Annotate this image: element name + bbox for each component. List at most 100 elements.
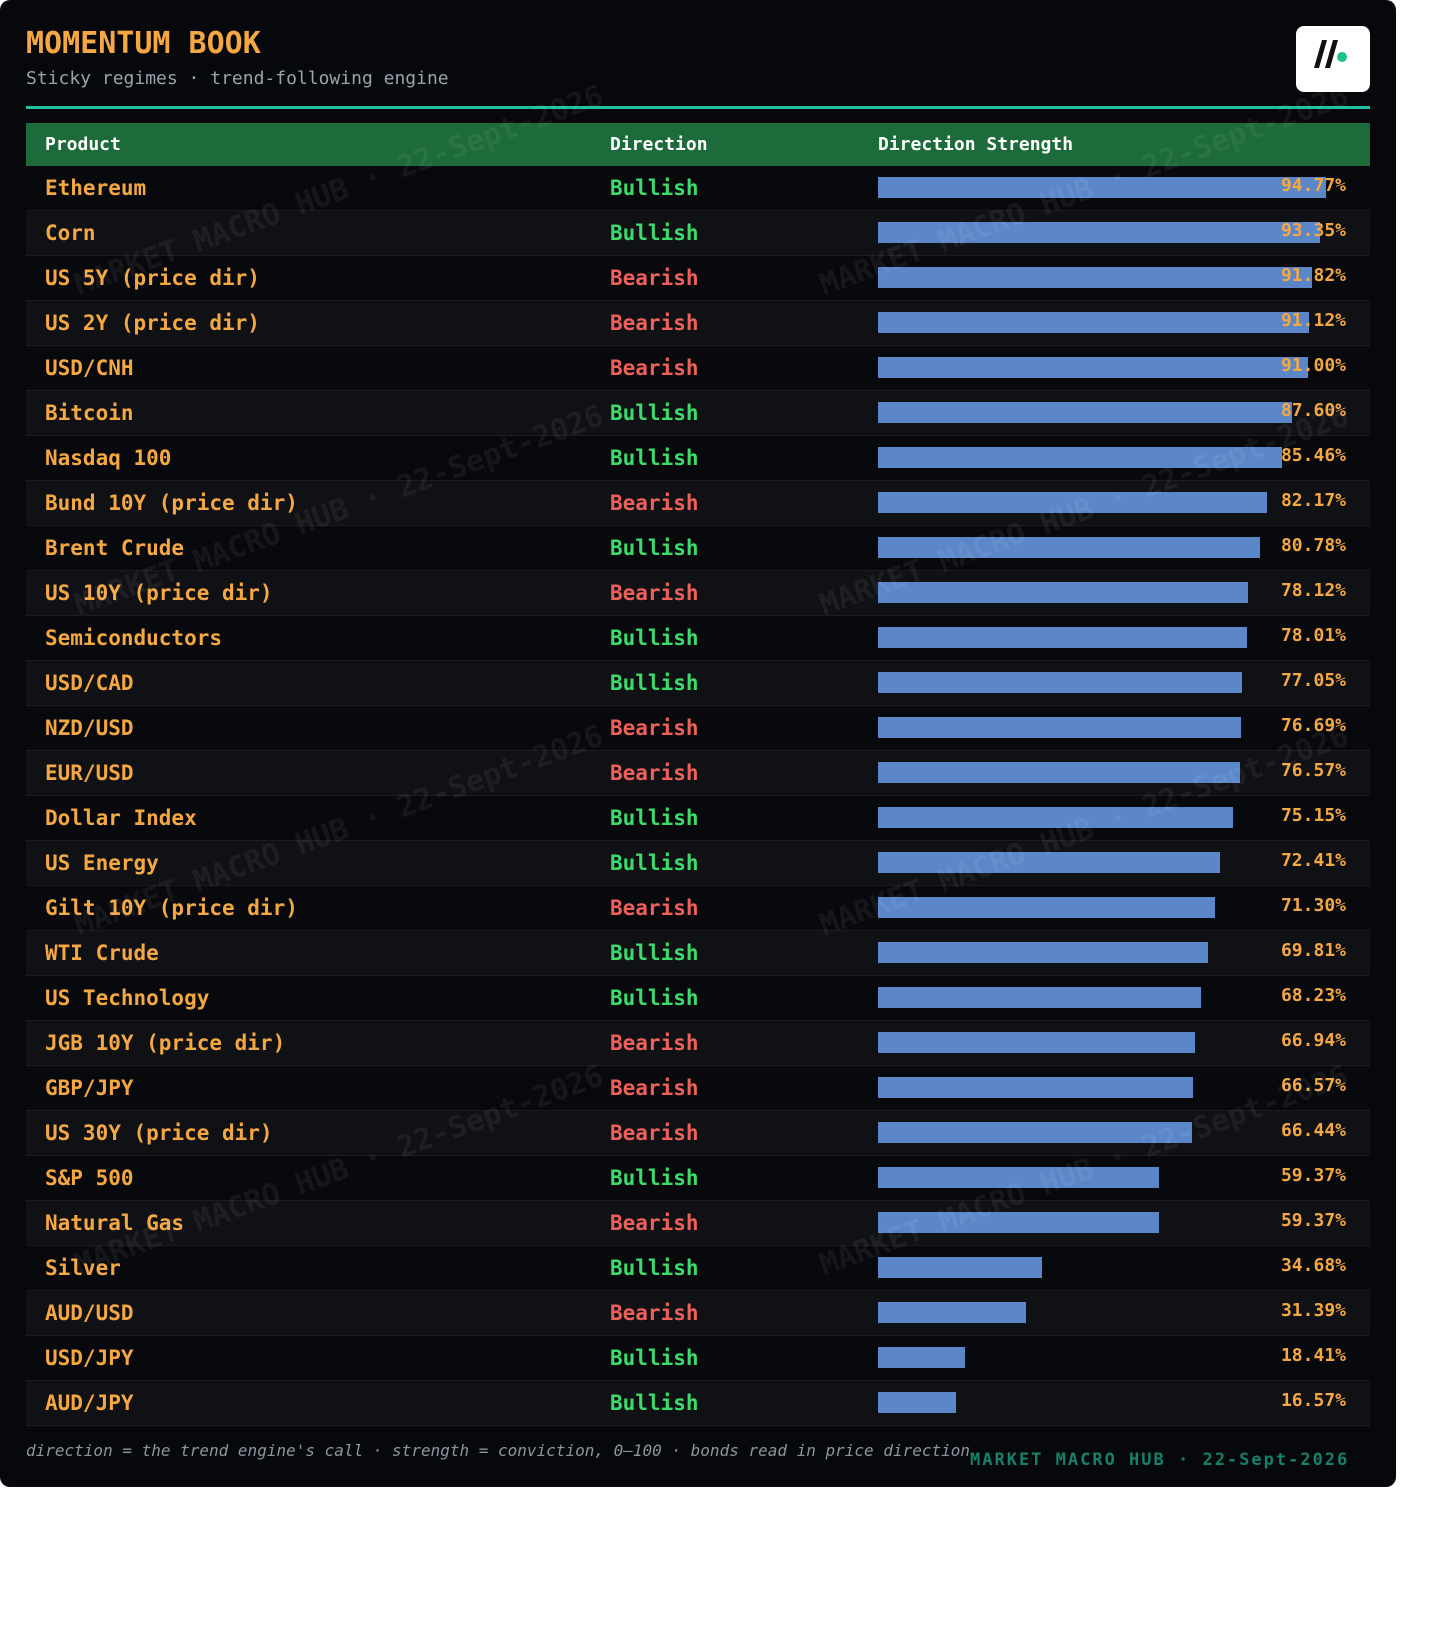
product: Bitcoin bbox=[45, 401, 134, 425]
table-row: USD/JPY Bullish 18.41% bbox=[26, 1336, 1370, 1381]
divider bbox=[26, 106, 1370, 109]
table-row: WTI Crude Bullish 69.81% bbox=[26, 931, 1370, 976]
strength-bar bbox=[878, 1122, 1193, 1143]
product: US 2Y (price dir) bbox=[45, 311, 260, 335]
direction: Bearish bbox=[610, 896, 699, 920]
table-row: USD/CNH Bearish 91.00% bbox=[26, 346, 1370, 391]
column-header: Direction bbox=[610, 134, 708, 155]
product: Dollar Index bbox=[45, 806, 197, 830]
direction: Bearish bbox=[610, 716, 699, 740]
table-row: US 10Y (price dir) Bearish 78.12% bbox=[26, 571, 1370, 616]
product: Ethereum bbox=[45, 176, 147, 200]
table-row: Ethereum Bullish 94.77% bbox=[26, 166, 1370, 211]
strength-label: 91.12% bbox=[1280, 310, 1346, 331]
product: US 5Y (price dir) bbox=[45, 266, 260, 290]
table-row: US 2Y (price dir) Bearish 91.12% bbox=[26, 301, 1370, 346]
direction: Bullish bbox=[610, 671, 699, 695]
strength-bar bbox=[878, 807, 1234, 828]
direction: Bullish bbox=[610, 626, 699, 650]
table-row: US 5Y (price dir) Bearish 91.82% bbox=[26, 256, 1370, 301]
table-row: Natural Gas Bearish 59.37% bbox=[26, 1201, 1370, 1246]
direction: Bullish bbox=[610, 1391, 699, 1415]
strength-bar bbox=[878, 1257, 1043, 1278]
table-row: US Technology Bullish 68.23% bbox=[26, 976, 1370, 1021]
brand: MARKET MACRO HUB · 22-Sept-2026 bbox=[970, 1450, 1350, 1470]
strength-label: 85.46% bbox=[1280, 445, 1346, 466]
product: Natural Gas bbox=[45, 1211, 185, 1235]
strength-label: 66.57% bbox=[1280, 1075, 1346, 1096]
product: GBP/JPY bbox=[45, 1076, 134, 1100]
direction: Bullish bbox=[610, 1166, 699, 1190]
direction: Bearish bbox=[610, 356, 699, 380]
table-row: EUR/USD Bearish 76.57% bbox=[26, 751, 1370, 796]
direction: Bearish bbox=[610, 581, 699, 605]
direction: Bullish bbox=[610, 1346, 699, 1370]
strength-label: 78.01% bbox=[1280, 625, 1346, 646]
strength-label: 68.23% bbox=[1280, 985, 1346, 1006]
product: Corn bbox=[45, 221, 96, 245]
direction: Bullish bbox=[610, 176, 699, 200]
table-row: USD/CAD Bullish 77.05% bbox=[26, 661, 1370, 706]
table-row: AUD/JPY Bullish 16.57% bbox=[26, 1381, 1370, 1426]
strength-bar bbox=[878, 1347, 966, 1368]
strength-bar bbox=[878, 717, 1241, 738]
table-row: Bund 10Y (price dir) Bearish 82.17% bbox=[26, 481, 1370, 526]
logo bbox=[1296, 26, 1370, 92]
strength-label: 77.05% bbox=[1280, 670, 1346, 691]
footnote: direction = the trend engine's call · st… bbox=[26, 1441, 971, 1460]
strength-label: 80.78% bbox=[1280, 535, 1346, 556]
table-header: Product Direction Direction Strength bbox=[26, 123, 1370, 166]
strength-bar bbox=[878, 1032, 1195, 1053]
table-row: Semiconductors Bullish 78.01% bbox=[26, 616, 1370, 661]
product: US 10Y (price dir) bbox=[45, 581, 273, 605]
product: US Energy bbox=[45, 851, 159, 875]
strength-label: 59.37% bbox=[1280, 1210, 1346, 1231]
direction: Bullish bbox=[610, 806, 699, 830]
direction: Bearish bbox=[610, 1211, 699, 1235]
strength-bar bbox=[878, 852, 1221, 873]
strength-label: 34.68% bbox=[1280, 1255, 1346, 1276]
strength-bar bbox=[878, 222, 1320, 243]
strength-label: 76.69% bbox=[1280, 715, 1346, 736]
strength-label: 71.30% bbox=[1280, 895, 1346, 916]
table-row: Silver Bullish 34.68% bbox=[26, 1246, 1370, 1291]
strength-label: 76.57% bbox=[1280, 760, 1346, 781]
strength-bar bbox=[878, 582, 1248, 603]
strength-bar bbox=[878, 1392, 957, 1413]
strength-bar bbox=[878, 537, 1261, 558]
strength-label: 18.41% bbox=[1280, 1345, 1346, 1366]
strength-label: 72.41% bbox=[1280, 850, 1346, 871]
product: Silver bbox=[45, 1256, 121, 1280]
table-row: Bitcoin Bullish 87.60% bbox=[26, 391, 1370, 436]
direction: Bullish bbox=[610, 536, 699, 560]
product: USD/CNH bbox=[45, 356, 134, 380]
strength-bar bbox=[878, 447, 1283, 468]
strength-label: 66.44% bbox=[1280, 1120, 1346, 1141]
direction: Bearish bbox=[610, 1031, 699, 1055]
table-row: JGB 10Y (price dir) Bearish 66.94% bbox=[26, 1021, 1370, 1066]
product: S&P 500 bbox=[45, 1166, 134, 1190]
direction: Bullish bbox=[610, 1256, 699, 1280]
strength-bar bbox=[878, 762, 1241, 783]
product: USD/CAD bbox=[45, 671, 134, 695]
table-row: AUD/USD Bearish 31.39% bbox=[26, 1291, 1370, 1336]
subtitle: Sticky regimes · trend-following engine bbox=[26, 68, 449, 89]
strength-bar bbox=[878, 1212, 1159, 1233]
strength-label: 91.00% bbox=[1280, 355, 1346, 376]
table-row: Brent Crude Bullish 80.78% bbox=[26, 526, 1370, 571]
direction: Bullish bbox=[610, 941, 699, 965]
table-row: NZD/USD Bearish 76.69% bbox=[26, 706, 1370, 751]
direction: Bullish bbox=[610, 986, 699, 1010]
strength-label: 75.15% bbox=[1280, 805, 1346, 826]
direction: Bullish bbox=[610, 851, 699, 875]
direction: Bearish bbox=[610, 1301, 699, 1325]
direction: Bullish bbox=[610, 446, 699, 470]
product: US 30Y (price dir) bbox=[45, 1121, 273, 1145]
strength-label: 91.82% bbox=[1280, 265, 1346, 286]
direction: Bearish bbox=[610, 1076, 699, 1100]
product: WTI Crude bbox=[45, 941, 159, 965]
product: NZD/USD bbox=[45, 716, 134, 740]
product: EUR/USD bbox=[45, 761, 134, 785]
product: USD/JPY bbox=[45, 1346, 134, 1370]
